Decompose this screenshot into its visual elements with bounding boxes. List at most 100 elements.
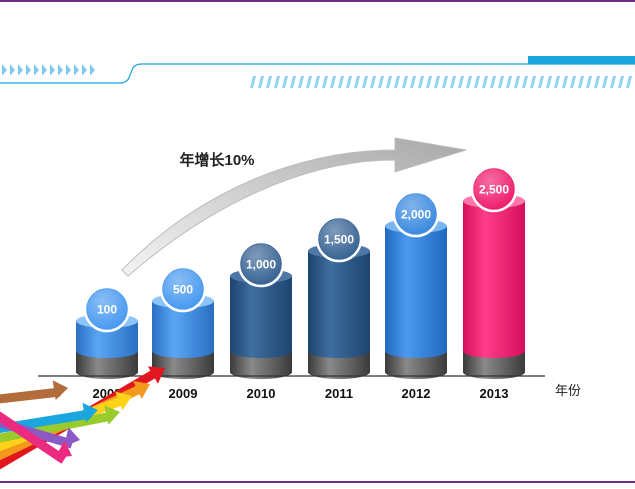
color-arrow-head [115, 391, 132, 411]
color-arrow-head [64, 427, 80, 447]
chevron-mark [74, 64, 79, 76]
slash-mark [386, 76, 392, 88]
slash-mark [274, 76, 280, 88]
slash-mark [250, 76, 256, 88]
color-arrows-decoration [0, 366, 165, 470]
bar-group: 2,500 [463, 165, 525, 379]
slash-mark [610, 76, 616, 88]
slash-mark [602, 76, 608, 88]
color-arrow-head [147, 366, 165, 384]
slash-mark [322, 76, 328, 88]
slash-mark [490, 76, 496, 88]
color-arrow-shaft [0, 411, 67, 464]
slash-mark [282, 76, 288, 88]
slash-mark [466, 76, 472, 88]
header-line [0, 63, 635, 84]
data-label: 1,000 [246, 258, 276, 272]
growth-arrow [121, 137, 467, 277]
color-arrow-head [133, 380, 150, 400]
chevron-mark [2, 64, 7, 76]
slash-mark [426, 76, 432, 88]
data-label: 500 [173, 283, 193, 297]
slash-mark [474, 76, 480, 88]
header-decoration [0, 56, 635, 88]
slash-mark [258, 76, 264, 88]
chevron-mark [18, 64, 23, 76]
slash-mark [458, 76, 464, 88]
slash-mark [530, 76, 536, 88]
slash-mark [330, 76, 336, 88]
chevron-mark [66, 64, 71, 76]
color-arrow-head [52, 380, 68, 401]
x-tick-label: 2011 [325, 386, 353, 401]
slash-mark [370, 76, 376, 88]
slash-mark [450, 76, 456, 88]
chevron-mark [34, 64, 39, 76]
slash-mark [362, 76, 368, 88]
slash-mark [298, 76, 304, 88]
value-bubble-shine [87, 289, 127, 329]
data-label: 2,500 [479, 183, 509, 197]
slash-mark [482, 76, 488, 88]
slash-mark [378, 76, 384, 88]
x-axis-unit-label: 年份 [555, 383, 581, 398]
chevron-mark [10, 64, 15, 76]
growth-annotation: 年增长10% [179, 151, 254, 169]
chevron-strip [2, 64, 95, 76]
x-tick-label: 2013 [480, 386, 509, 401]
bar [76, 321, 138, 358]
slash-mark [514, 76, 520, 88]
bar [308, 251, 370, 358]
chevron-mark [90, 64, 95, 76]
slash-mark [354, 76, 360, 88]
chevron-mark [42, 64, 47, 76]
color-arrow-head [82, 402, 98, 423]
color-arrow-shaft [0, 411, 113, 443]
header-accent-bar [528, 56, 635, 64]
slash-mark [314, 76, 320, 88]
bar-base [463, 351, 525, 379]
slash-mark [538, 76, 544, 88]
bar [463, 201, 525, 358]
bar-group: 1,000 [230, 240, 292, 379]
chevron-mark [82, 64, 87, 76]
bar-base [76, 351, 138, 379]
value-bubble-shine [241, 244, 281, 284]
value-bubble-shine [396, 194, 436, 234]
slash-mark [498, 76, 504, 88]
slash-mark [578, 76, 584, 88]
slash-mark [570, 76, 576, 88]
bar-base [385, 351, 447, 379]
value-bubble-shine [474, 169, 514, 209]
slash-mark [626, 76, 632, 88]
x-tick-label: 2012 [402, 386, 431, 401]
slash-mark [434, 76, 440, 88]
data-label: 2,000 [401, 208, 431, 222]
slash-mark [346, 76, 352, 88]
bar-group: 500 [152, 265, 214, 379]
color-arrow-head [54, 440, 72, 458]
bar-base [230, 351, 292, 379]
slash-mark [586, 76, 592, 88]
slash-mark [394, 76, 400, 88]
data-label: 1,500 [324, 233, 354, 247]
bar [152, 301, 214, 358]
color-arrow-head [104, 405, 120, 425]
slash-mark [594, 76, 600, 88]
x-tick-label: 2009 [169, 386, 198, 401]
bar [385, 226, 447, 358]
bar-base [308, 351, 370, 379]
bar-group: 1,500 [308, 215, 370, 379]
slash-mark [418, 76, 424, 88]
slash-mark [554, 76, 560, 88]
data-label: 100 [97, 303, 117, 317]
slash-mark [506, 76, 512, 88]
slash-mark [338, 76, 344, 88]
bar-base [152, 351, 214, 379]
chevron-mark [50, 64, 55, 76]
slash-mark [266, 76, 272, 88]
slash-mark [562, 76, 568, 88]
bar-series: 100 500 1,000 1,500 2,000 2,500 [76, 165, 525, 379]
